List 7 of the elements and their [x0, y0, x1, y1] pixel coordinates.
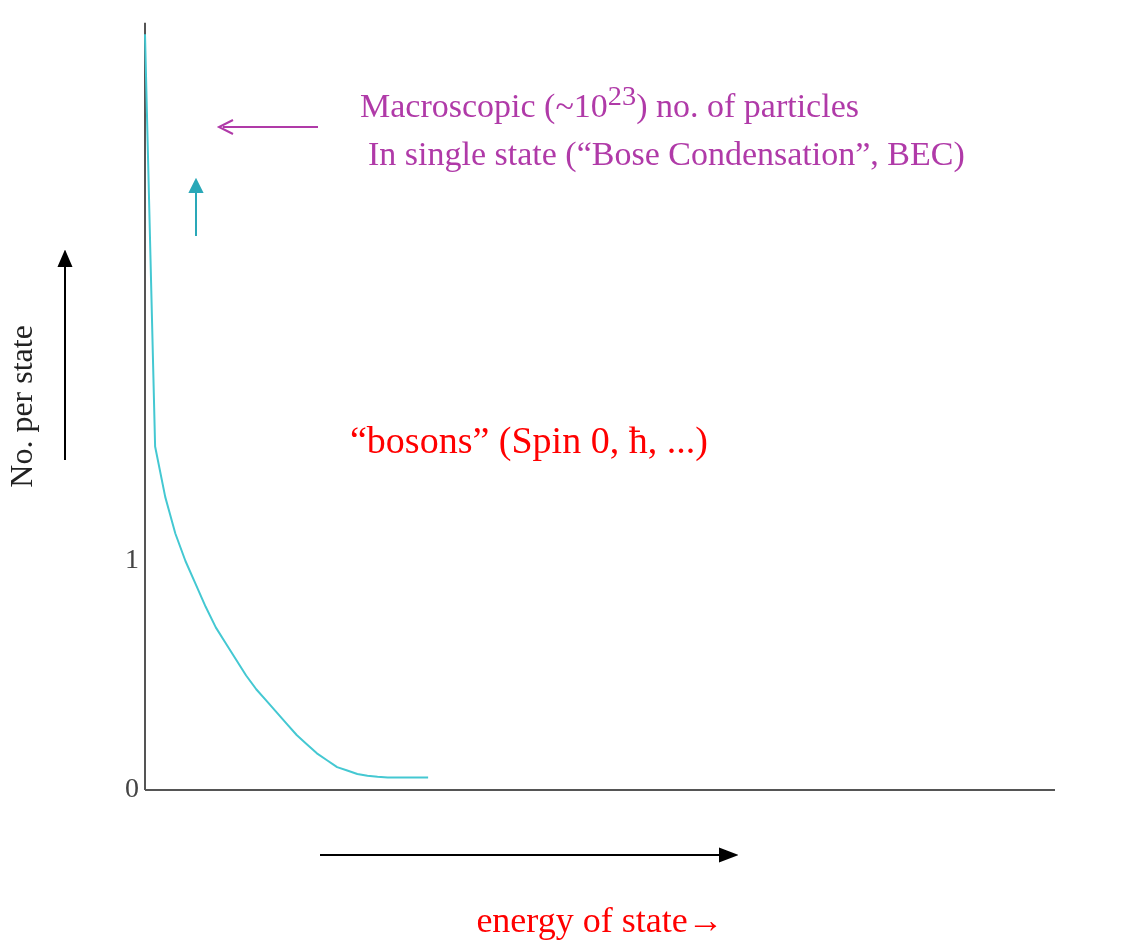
y-tick-label: 1	[125, 543, 139, 575]
annotation: “bosons” (Spin 0, ħ, ...)	[350, 418, 708, 462]
x-axis-title: energy of state→	[476, 899, 724, 940]
y-tick-label: 0	[125, 772, 139, 804]
y-axis-title: No. per state	[2, 325, 39, 488]
annotation: In single state (“Bose Condensation”, BEC)	[368, 135, 965, 173]
annotation: Macroscopic (~10$^{23}$) no. of particles	[360, 80, 859, 126]
